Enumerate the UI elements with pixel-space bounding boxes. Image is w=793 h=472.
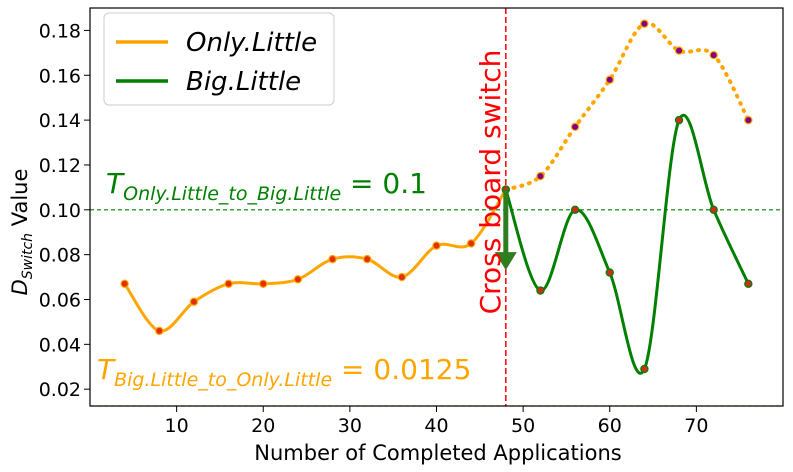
legend: Only.Little Big.Little <box>103 12 335 106</box>
threshold-high-label-value: = 0.1 <box>341 167 427 200</box>
series-only-little-point <box>328 254 337 264</box>
x-tick-label: 60 <box>598 415 622 437</box>
series-big-little-point <box>536 286 545 295</box>
series-big-little-point <box>709 205 718 215</box>
series-only-little-point <box>293 275 303 284</box>
y-tick-label: 0.18 <box>39 20 81 42</box>
x-tick-label: 10 <box>165 415 189 437</box>
y-tick-label: 0.04 <box>39 334 81 356</box>
series-only-little-point <box>120 279 129 288</box>
legend-label-big-little-dot: . <box>228 67 236 97</box>
series-big-little-point <box>640 364 649 374</box>
y-axis-label-suffix: Value <box>8 169 32 233</box>
series-only-little-projected-point <box>605 75 614 84</box>
series-only-little-line <box>123 188 508 333</box>
legend-label-only-little: Only.Little <box>186 28 317 58</box>
series-only-little-point <box>259 279 268 288</box>
series-only-little-point <box>397 272 407 282</box>
annotation-layer <box>494 189 517 271</box>
series-only-little-projected-point <box>640 19 649 28</box>
series-only-little-point <box>155 326 164 336</box>
threshold-high-label: TOnly.Little_to_Big.Little = 0.1 <box>106 167 427 205</box>
series-only-little-point <box>363 254 372 264</box>
legend-label-only-little-b: Little <box>252 28 317 58</box>
series-only-little-projected-point <box>709 50 718 60</box>
series-only-little-projected-point <box>570 122 580 132</box>
x-tick-label: 30 <box>338 415 362 437</box>
x-tick-label: 70 <box>684 415 708 437</box>
series-big-little-line <box>504 113 750 375</box>
series-only-little-projected-point <box>674 46 684 55</box>
series-only-little-projected-point <box>744 115 753 125</box>
series-only-little-point <box>189 297 199 306</box>
series-big-little-point <box>570 205 580 215</box>
x-tick-label: 20 <box>251 415 275 437</box>
threshold-low-label: TBig.Little_to_Only.Little = 0.0125 <box>97 353 471 391</box>
legend-label-big-little-a: Big <box>186 67 228 97</box>
series-only-little-point <box>432 241 441 250</box>
x-tick-label: 40 <box>424 415 448 437</box>
series-only-little-projected-point <box>536 171 545 181</box>
y-tick-label: 0.02 <box>39 379 81 401</box>
series-big-little-point <box>744 279 753 288</box>
y-axis-label: DSwitch Value <box>8 169 36 296</box>
y-tick-label: 0.08 <box>39 245 81 267</box>
y-tick-label: 0.14 <box>39 110 81 132</box>
x-axis-label: Number of Completed Applications <box>254 441 621 465</box>
y-axis-label-main: D <box>8 279 32 295</box>
legend-label-big-little-b: Little <box>236 67 301 97</box>
threshold-low-label-value: = 0.0125 <box>332 353 471 386</box>
legend-label-only-little-dot: . <box>244 28 252 58</box>
y-axis-label-sub: Switch <box>20 233 36 279</box>
threshold-high-label-main: T <box>106 167 125 200</box>
series-only-little-point <box>466 239 476 248</box>
series-big-little-point <box>674 115 684 125</box>
y-tick-label: 0.16 <box>39 65 81 87</box>
threshold-high-label-sub: Only.Little_to_Big.Little <box>123 183 341 205</box>
x-tick-label: 50 <box>511 415 535 437</box>
ticks-layer: 10 20 30 40 50 60 70 0.02 0.04 0.06 0.08 0.10 0.12 0.… <box>39 20 709 437</box>
y-tick-label: 0.12 <box>39 155 81 177</box>
cross-board-switch-label: Cross board switch <box>474 50 507 315</box>
y-tick-label: 0.06 <box>39 289 81 311</box>
threshold-low-label-main: T <box>97 353 116 386</box>
switch-arrow-head <box>494 252 517 271</box>
legend-label-big-little: Big.Little <box>186 67 301 97</box>
y-tick-label: 0.10 <box>39 200 81 222</box>
series-only-little-point <box>224 279 233 288</box>
threshold-low-label-sub: Big.Little_to_Only.Little <box>114 369 332 391</box>
marker-layer <box>120 19 753 374</box>
legend-label-only-little-a: Only <box>186 28 246 58</box>
series-big-little-point <box>605 268 614 277</box>
series-only-little-projected-line <box>503 21 751 192</box>
